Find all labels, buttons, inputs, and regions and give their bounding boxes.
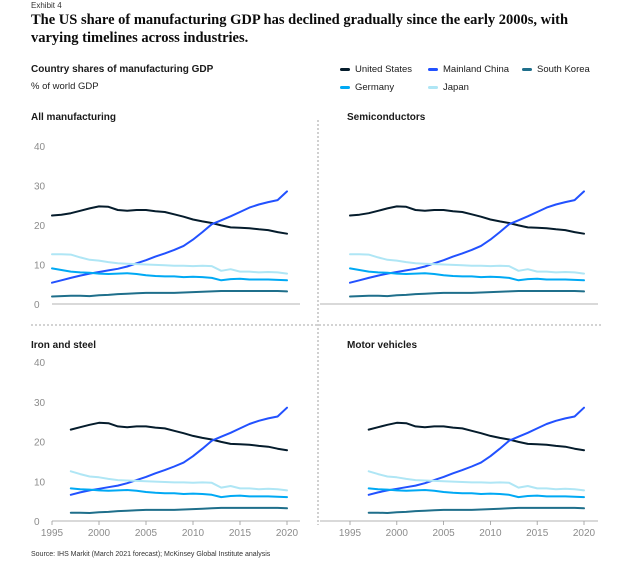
x-tick-label-iron-and-steel-2015: 2015 bbox=[229, 528, 252, 539]
series-line-all-manufacturing-japan bbox=[51, 253, 288, 275]
series-line-semiconductors-united-states bbox=[349, 205, 585, 235]
y-tick-label-all-manufacturing-40: 40 bbox=[34, 142, 46, 153]
series-line-semiconductors-germany bbox=[349, 267, 585, 282]
legend-swatch-germany bbox=[340, 86, 350, 89]
x-tick-label-iron-and-steel-1995: 1995 bbox=[41, 528, 64, 539]
x-tick-label-iron-and-steel-2020: 2020 bbox=[276, 528, 299, 539]
legend-swatch-south-korea bbox=[522, 68, 532, 71]
legend-item-mainland-china: Mainland China bbox=[428, 64, 509, 75]
legend-item-south-korea: South Korea bbox=[522, 64, 590, 75]
x-tick-label-motor-vehicles-2005: 2005 bbox=[432, 528, 455, 539]
series-line-motor-vehicles-united-states bbox=[367, 421, 585, 452]
series-line-semiconductors-japan bbox=[349, 253, 585, 275]
panel-title-motor-vehicles: Motor vehicles bbox=[347, 340, 418, 351]
legend-swatch-united-states bbox=[340, 68, 350, 71]
series-line-iron-and-steel-germany bbox=[69, 487, 288, 499]
panel-title-all-manufacturing: All manufacturing bbox=[31, 112, 117, 123]
y-tick-label-iron-and-steel-20: 20 bbox=[34, 438, 46, 449]
y-tick-label-all-manufacturing-0: 0 bbox=[34, 300, 40, 311]
series-line-motor-vehicles-south-korea bbox=[367, 506, 585, 514]
panel-title-iron-and-steel: Iron and steel bbox=[31, 340, 97, 351]
legend-swatch-japan bbox=[428, 86, 438, 89]
series-line-motor-vehicles-japan bbox=[367, 470, 585, 492]
series-line-all-manufacturing-germany bbox=[51, 267, 288, 282]
source-note: Source: IHS Markit (March 2021 forecast)… bbox=[31, 551, 271, 558]
series-line-iron-and-steel-mainland-china bbox=[69, 406, 288, 496]
legend-label-japan: Japan bbox=[443, 82, 469, 93]
legend-item-germany: Germany bbox=[340, 82, 394, 93]
y-tick-label-all-manufacturing-10: 10 bbox=[34, 261, 46, 272]
x-tick-label-motor-vehicles-2015: 2015 bbox=[526, 528, 549, 539]
series-line-all-manufacturing-united-states bbox=[51, 205, 288, 235]
panel-title-semiconductors: Semiconductors bbox=[347, 112, 426, 123]
chart-subtitle: Country shares of manufacturing GDP bbox=[31, 64, 214, 75]
legend-label-mainland-china: Mainland China bbox=[443, 64, 510, 75]
series-line-motor-vehicles-mainland-china bbox=[367, 406, 585, 496]
legend-label-south-korea: South Korea bbox=[537, 64, 590, 75]
x-tick-label-iron-and-steel-2005: 2005 bbox=[135, 528, 158, 539]
series-line-iron-and-steel-united-states bbox=[69, 421, 288, 452]
legend-label-germany: Germany bbox=[355, 82, 395, 93]
series-line-motor-vehicles-germany bbox=[367, 487, 585, 499]
y-tick-label-all-manufacturing-30: 30 bbox=[34, 182, 46, 193]
series-line-iron-and-steel-japan bbox=[69, 470, 288, 492]
x-tick-label-iron-and-steel-2010: 2010 bbox=[182, 528, 205, 539]
x-tick-label-motor-vehicles-2010: 2010 bbox=[479, 528, 502, 539]
y-tick-label-iron-and-steel-30: 30 bbox=[34, 398, 46, 409]
exhibit-label: Exhibit 4 bbox=[31, 1, 62, 10]
legend-label-united-states: United States bbox=[355, 64, 413, 75]
x-tick-label-motor-vehicles-2020: 2020 bbox=[573, 528, 596, 539]
y-tick-label-iron-and-steel-40: 40 bbox=[34, 358, 46, 369]
series-line-all-manufacturing-south-korea bbox=[51, 290, 288, 298]
series-line-all-manufacturing-mainland-china bbox=[51, 190, 288, 284]
y-tick-label-iron-and-steel-0: 0 bbox=[34, 517, 40, 528]
legend-item-united-states: United States bbox=[340, 64, 412, 75]
y-tick-label-iron-and-steel-10: 10 bbox=[34, 477, 46, 488]
y-tick-label-all-manufacturing-20: 20 bbox=[34, 221, 46, 232]
x-tick-label-motor-vehicles-1995: 1995 bbox=[339, 528, 362, 539]
legend-item-japan: Japan bbox=[428, 82, 469, 93]
series-line-iron-and-steel-south-korea bbox=[69, 506, 288, 514]
chart-headline: The US share of manufacturing GDP has de… bbox=[31, 12, 569, 46]
legend-swatch-mainland-china bbox=[428, 68, 438, 71]
series-line-semiconductors-mainland-china bbox=[349, 190, 585, 284]
unit-label: % of world GDP bbox=[31, 81, 99, 92]
x-tick-label-iron-and-steel-2000: 2000 bbox=[88, 528, 111, 539]
series-line-semiconductors-south-korea bbox=[349, 290, 585, 298]
x-tick-label-motor-vehicles-2000: 2000 bbox=[386, 528, 409, 539]
